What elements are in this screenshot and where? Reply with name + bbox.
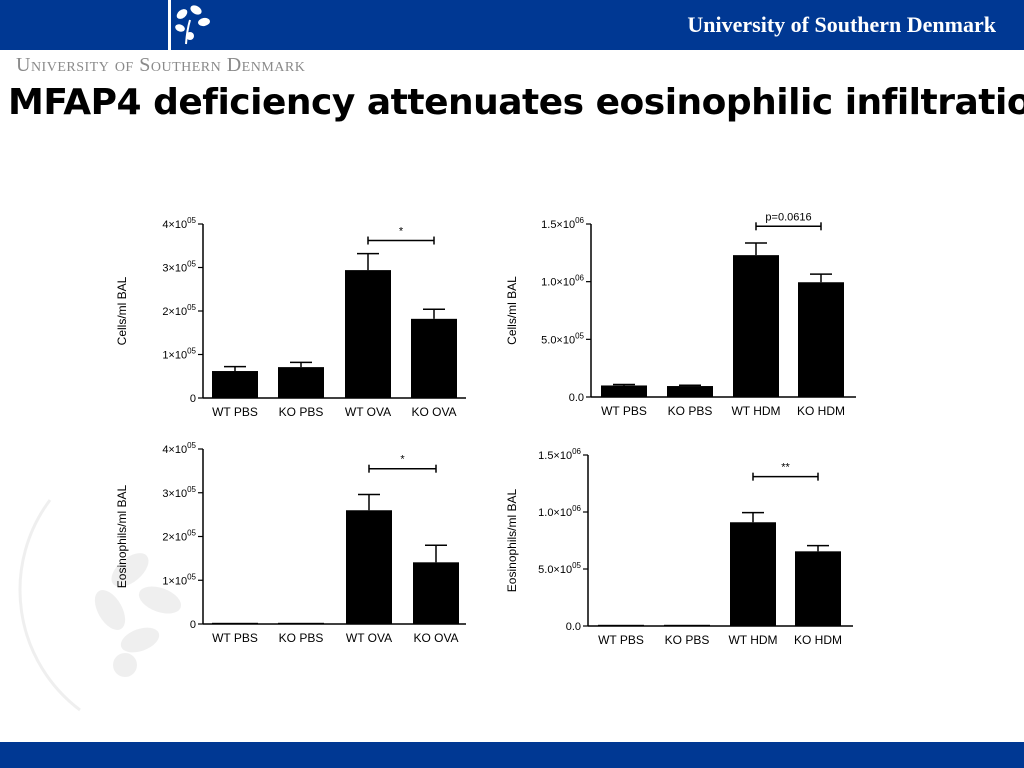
significance-label: * bbox=[400, 454, 405, 466]
y-tick-label: 3×1005 bbox=[162, 260, 196, 275]
y-tick-label: 5.0×1005 bbox=[538, 561, 581, 576]
bar bbox=[413, 562, 459, 624]
significance-label: p=0.0616 bbox=[765, 211, 811, 223]
bar bbox=[212, 371, 258, 398]
significance-label: * bbox=[399, 226, 404, 238]
y-tick-label: 1.0×1006 bbox=[541, 274, 584, 289]
y-tick-label: 1.5×1006 bbox=[538, 447, 581, 462]
y-axis-label: Eosinophils/ml BAL bbox=[115, 484, 129, 588]
bar bbox=[598, 624, 644, 626]
slide-title: MFAP4 deficiency attenuates eosinophilic… bbox=[8, 82, 1024, 123]
y-tick-label: 5.0×1005 bbox=[541, 331, 584, 346]
y-tick-label: 0 bbox=[190, 619, 196, 631]
x-category-label: WT OVA bbox=[345, 405, 391, 419]
x-category-label: WT HDM bbox=[728, 633, 777, 647]
header-bar: University of Southern Denmark bbox=[0, 0, 1024, 50]
y-tick-label: 0.0 bbox=[569, 392, 584, 404]
x-category-label: WT OVA bbox=[346, 631, 392, 645]
y-tick-label: 1.0×1006 bbox=[538, 504, 581, 519]
bar bbox=[795, 551, 841, 626]
y-tick-label: 1×1005 bbox=[162, 572, 196, 587]
x-category-label: WT PBS bbox=[212, 631, 258, 645]
bar bbox=[345, 270, 391, 398]
bar bbox=[664, 624, 710, 626]
y-axis-label: Cells/ml BAL bbox=[505, 276, 519, 345]
y-tick-label: 0 bbox=[190, 393, 196, 405]
bar bbox=[278, 622, 324, 624]
bar bbox=[411, 318, 457, 398]
x-category-label: WT PBS bbox=[598, 633, 644, 647]
bar bbox=[798, 282, 844, 397]
x-category-label: KO HDM bbox=[797, 404, 845, 418]
significance-label: ** bbox=[781, 462, 790, 474]
bar bbox=[733, 255, 779, 397]
y-axis-label: Eosinophils/ml BAL bbox=[505, 488, 519, 592]
y-tick-label: 1.5×1006 bbox=[541, 216, 584, 231]
x-category-label: KO OVA bbox=[413, 631, 458, 645]
x-category-label: KO PBS bbox=[665, 633, 710, 647]
bar bbox=[601, 385, 647, 397]
y-tick-label: 0.0 bbox=[566, 621, 581, 633]
x-category-label: WT PBS bbox=[212, 405, 258, 419]
footer-bar bbox=[0, 742, 1024, 768]
bar bbox=[667, 386, 713, 397]
university-brand-right: University of Southern Denmark bbox=[687, 12, 996, 37]
watermark-seal-icon bbox=[18, 499, 182, 712]
y-tick-label: 4×1005 bbox=[162, 441, 196, 456]
y-axis-label: Cells/ml BAL bbox=[115, 276, 129, 345]
x-category-label: KO HDM bbox=[794, 633, 842, 647]
x-category-label: WT HDM bbox=[731, 404, 780, 418]
bar bbox=[346, 510, 392, 624]
x-category-label: KO PBS bbox=[668, 404, 713, 418]
y-tick-label: 2×1005 bbox=[162, 303, 196, 318]
bar bbox=[278, 367, 324, 398]
y-tick-label: 1×1005 bbox=[162, 347, 196, 362]
x-category-label: KO OVA bbox=[411, 405, 456, 419]
y-tick-label: 2×1005 bbox=[162, 529, 196, 544]
bar bbox=[730, 522, 776, 626]
y-tick-label: 4×1005 bbox=[162, 216, 196, 231]
x-category-label: KO PBS bbox=[279, 631, 324, 645]
y-tick-label: 3×1005 bbox=[162, 485, 196, 500]
x-category-label: WT PBS bbox=[601, 404, 647, 418]
university-brand-left: University of Southern Denmark bbox=[16, 54, 306, 76]
bar bbox=[212, 622, 258, 624]
x-category-label: KO PBS bbox=[279, 405, 324, 419]
logo-tree-icon bbox=[168, 0, 210, 50]
